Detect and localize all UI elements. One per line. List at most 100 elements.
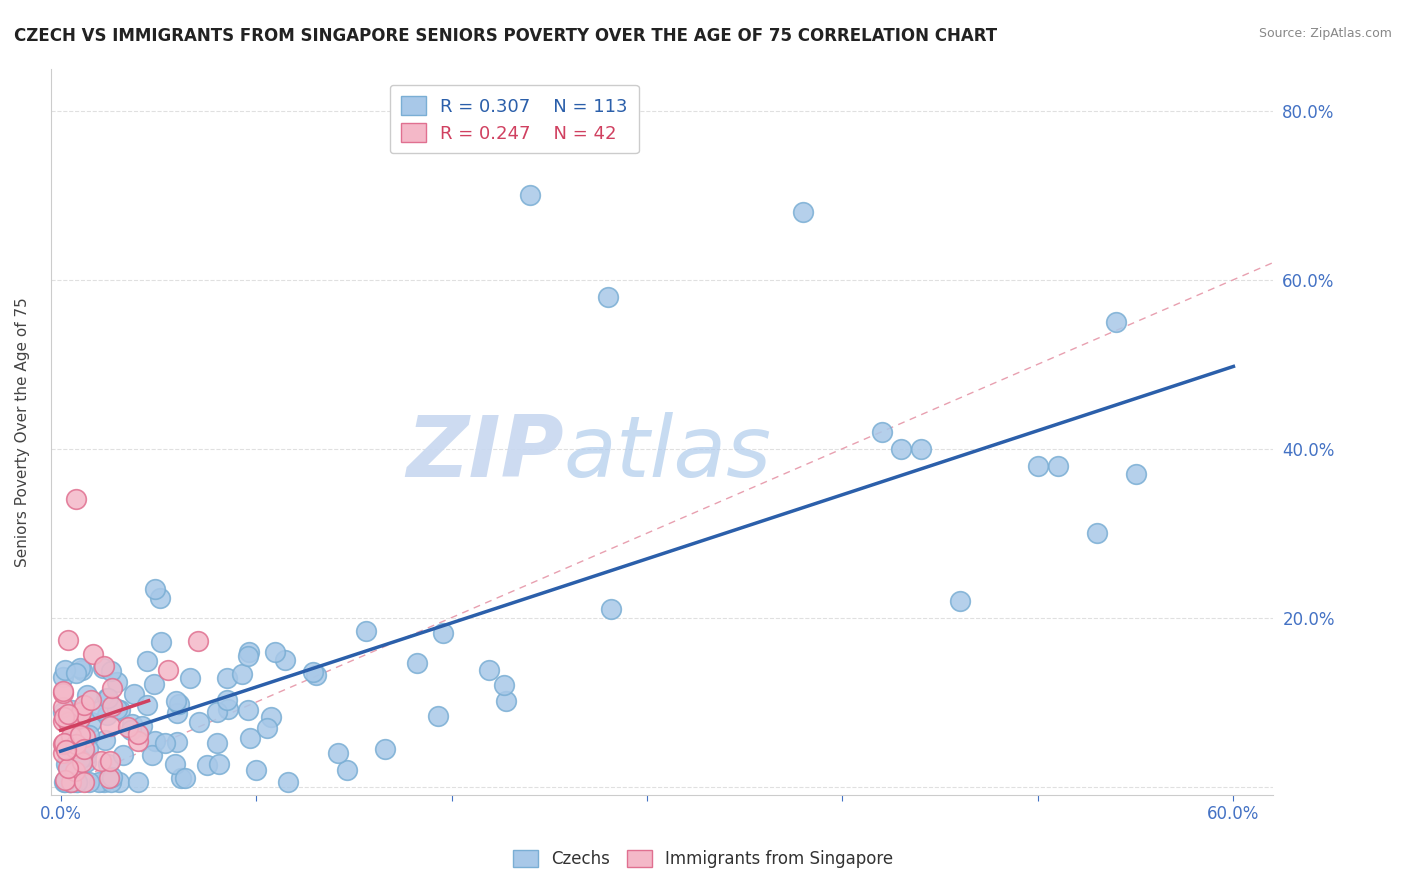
Point (73, 730, 96, 744)
Point (65, 741, 87, 756)
Point (149, 591, 172, 606)
Point (596, 290, 619, 304)
Text: ZIP: ZIP (406, 412, 564, 495)
Point (494, 678, 516, 692)
Point (277, 775, 299, 789)
Point (142, 677, 165, 691)
Text: atlas: atlas (564, 412, 772, 495)
Point (72, 775, 94, 789)
Point (373, 742, 395, 756)
Point (75, 755, 97, 769)
Point (105, 702, 128, 716)
Point (187, 714, 209, 729)
Point (53, 773, 76, 788)
Point (910, 442, 932, 456)
Point (186, 634, 208, 648)
Point (112, 747, 135, 762)
Point (236, 649, 259, 664)
Point (302, 665, 325, 680)
Point (179, 671, 201, 685)
Point (87, 775, 110, 789)
Point (53, 664, 76, 678)
Point (77, 775, 100, 789)
Point (231, 667, 253, 681)
Point (66, 775, 89, 789)
Point (217, 702, 239, 716)
Point (354, 624, 377, 639)
Point (69, 661, 91, 675)
Point (98, 771, 121, 785)
Point (69, 705, 91, 719)
Point (73, 742, 96, 756)
Point (195, 758, 218, 772)
Point (127, 733, 149, 747)
Point (239, 731, 262, 746)
Point (59, 775, 82, 789)
Point (143, 733, 166, 747)
Point (69, 752, 91, 766)
Point (75, 749, 97, 764)
Point (96, 691, 118, 706)
Point (121, 723, 143, 737)
Point (51, 684, 73, 698)
Point (215, 693, 238, 707)
Point (72, 755, 94, 769)
Point (52, 670, 75, 684)
Point (326, 746, 349, 760)
Point (98, 754, 121, 768)
Point (127, 775, 149, 789)
Point (100, 775, 122, 789)
Point (336, 764, 359, 778)
Point (305, 668, 328, 682)
Point (70, 663, 93, 677)
Point (259, 710, 281, 724)
Point (59, 775, 82, 789)
Point (432, 626, 454, 640)
Point (51, 714, 73, 729)
Point (55, 743, 77, 757)
Point (136, 653, 159, 667)
Point (127, 727, 149, 741)
Point (124, 687, 146, 701)
Point (97, 690, 120, 705)
Legend: R = 0.307    N = 113, R = 0.247    N = 42: R = 0.307 N = 113, R = 0.247 N = 42 (389, 85, 638, 153)
Point (101, 681, 124, 695)
Point (52, 710, 75, 724)
Point (600, 602, 623, 616)
Point (166, 735, 188, 749)
Point (66, 775, 89, 789)
Point (166, 706, 188, 720)
Point (238, 644, 260, 658)
Y-axis label: Seniors Poverty Over the Age of 75: Seniors Poverty Over the Age of 75 (15, 297, 30, 566)
Point (60, 703, 83, 717)
Point (156, 663, 179, 677)
Point (65, 492, 87, 507)
Point (427, 709, 450, 723)
Point (792, 205, 814, 219)
Point (478, 663, 501, 677)
Point (870, 425, 893, 439)
Point (100, 770, 122, 784)
Point (98, 719, 121, 733)
Point (143, 582, 166, 596)
Point (58, 761, 80, 775)
Point (59, 775, 82, 789)
Point (1046, 458, 1069, 473)
Point (58, 775, 80, 789)
Point (76, 688, 98, 702)
Point (208, 756, 231, 771)
Point (131, 719, 153, 733)
Point (52, 686, 75, 700)
Point (165, 694, 187, 708)
Point (53, 775, 76, 789)
Point (264, 645, 287, 659)
Point (52, 736, 75, 750)
Point (55, 736, 77, 750)
Point (77, 742, 100, 756)
Point (56, 706, 79, 721)
Point (51, 705, 73, 719)
Point (890, 442, 912, 456)
Point (205, 705, 228, 719)
Point (82, 648, 104, 662)
Point (150, 635, 173, 649)
